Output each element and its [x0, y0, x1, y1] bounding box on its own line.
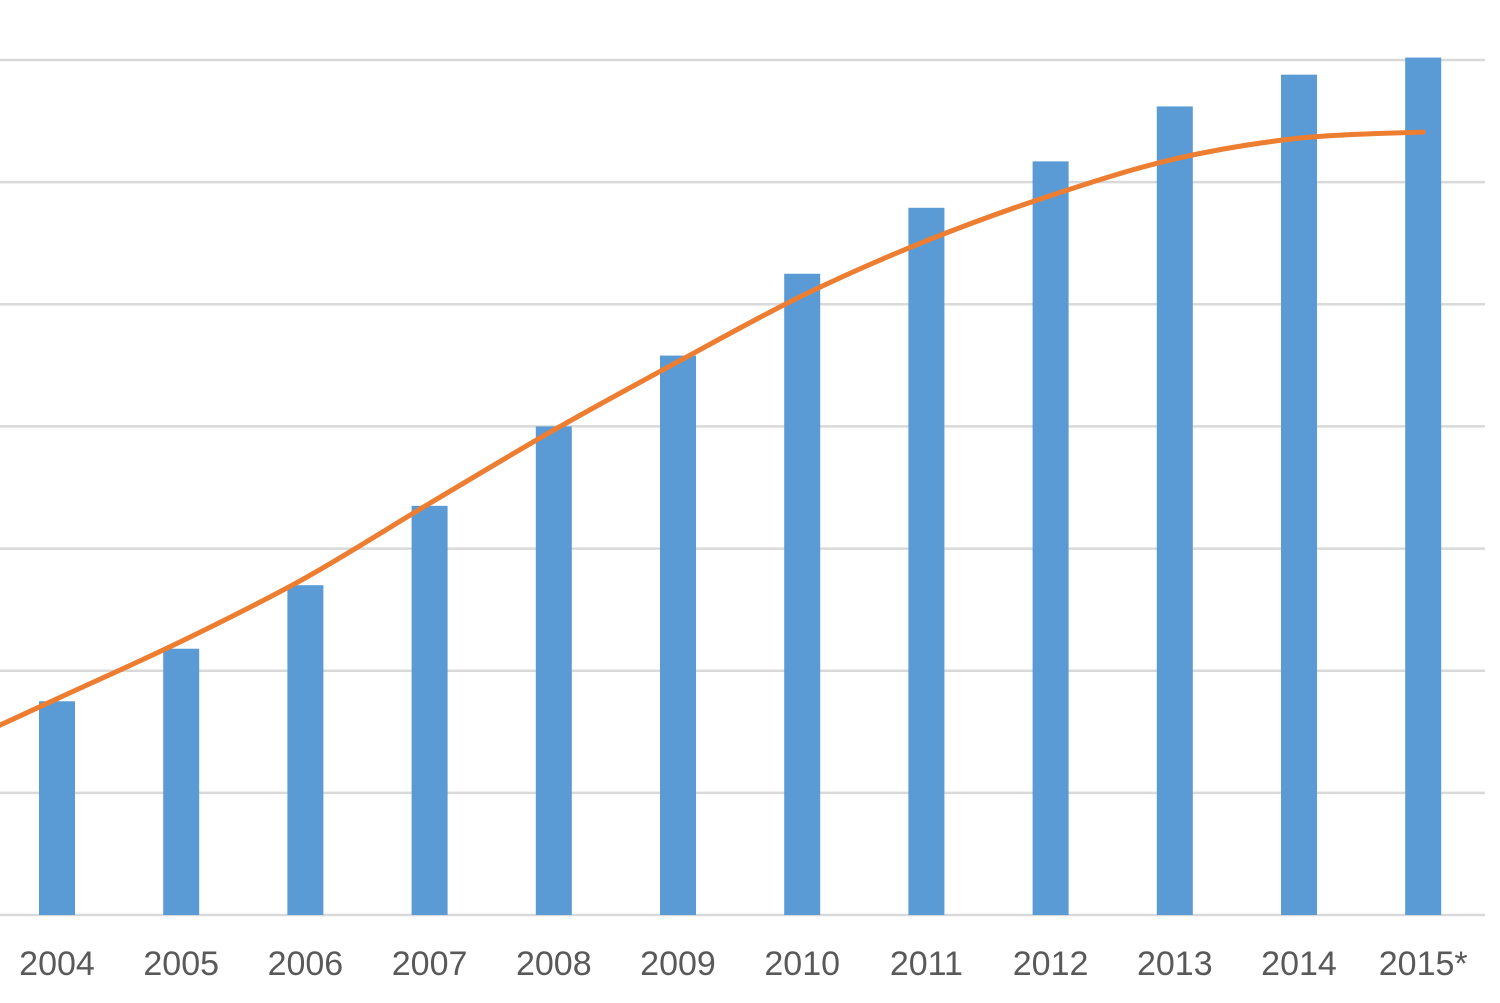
bar-2006 — [287, 585, 324, 915]
bar-series — [39, 57, 1442, 916]
bar-2007 — [411, 505, 448, 915]
x-tick-label: 2011 — [890, 945, 963, 983]
bar-2010 — [784, 273, 821, 915]
x-tick-label: 2014 — [1261, 945, 1337, 983]
x-tick-label: 2013 — [1137, 945, 1213, 983]
x-tick-label: 2004 — [19, 945, 95, 983]
bar-2011 — [908, 207, 945, 916]
bar-2015 — [1405, 57, 1442, 916]
bar-2004 — [39, 701, 75, 915]
x-tick-label: 2015* — [1379, 945, 1468, 983]
bar-2009 — [660, 355, 696, 916]
x-tick-label: 2010 — [764, 945, 840, 983]
x-tick-label: 2009 — [640, 945, 716, 983]
bar-2008 — [535, 426, 572, 915]
x-tick-label: 2006 — [268, 945, 344, 983]
line-series — [0, 129, 1426, 728]
bar-2014 — [1281, 74, 1317, 915]
x-axis: 2004 2005 2006 2007 2008 2009 2010 2011 2012 2013… — [19, 945, 1467, 983]
bar-2005 — [163, 648, 200, 915]
x-tick-label: 2008 — [516, 945, 592, 983]
x-tick-label: 2005 — [143, 945, 219, 983]
gridlines — [0, 58, 1485, 917]
bar-2012 — [1032, 161, 1069, 916]
trend-line — [0, 129, 1426, 728]
x-tick-label: 2007 — [392, 945, 468, 983]
bar-2013 — [1156, 106, 1193, 915]
x-tick-label: 2012 — [1013, 945, 1089, 983]
